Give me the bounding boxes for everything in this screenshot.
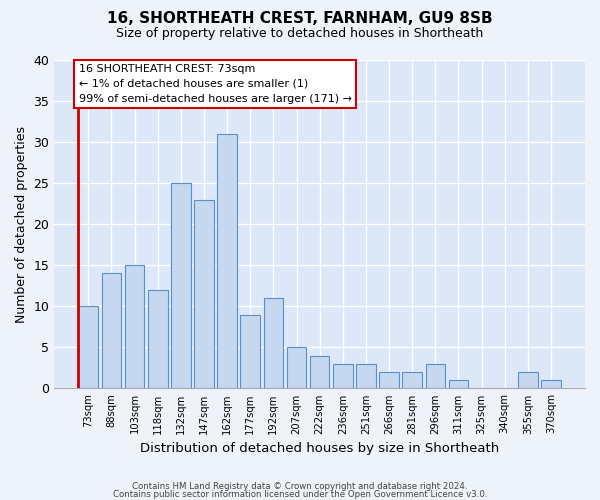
Bar <box>287 348 307 389</box>
Bar <box>310 356 329 388</box>
Bar <box>217 134 237 388</box>
Bar <box>241 314 260 388</box>
Bar <box>356 364 376 388</box>
Bar <box>541 380 561 388</box>
Bar <box>518 372 538 388</box>
Bar <box>79 306 98 388</box>
Bar <box>125 266 145 388</box>
Bar <box>148 290 167 388</box>
Bar <box>101 274 121 388</box>
Bar <box>425 364 445 388</box>
Text: Contains public sector information licensed under the Open Government Licence v3: Contains public sector information licen… <box>113 490 487 499</box>
Bar <box>449 380 469 388</box>
Text: 16, SHORTHEATH CREST, FARNHAM, GU9 8SB: 16, SHORTHEATH CREST, FARNHAM, GU9 8SB <box>107 11 493 26</box>
Bar <box>403 372 422 388</box>
Bar <box>263 298 283 388</box>
Bar <box>194 200 214 388</box>
Text: Contains HM Land Registry data © Crown copyright and database right 2024.: Contains HM Land Registry data © Crown c… <box>132 482 468 491</box>
Y-axis label: Number of detached properties: Number of detached properties <box>15 126 28 322</box>
Bar <box>379 372 399 388</box>
Bar <box>333 364 353 388</box>
Bar <box>171 183 191 388</box>
Text: Size of property relative to detached houses in Shortheath: Size of property relative to detached ho… <box>116 28 484 40</box>
Text: 16 SHORTHEATH CREST: 73sqm
← 1% of detached houses are smaller (1)
99% of semi-d: 16 SHORTHEATH CREST: 73sqm ← 1% of detac… <box>79 64 352 104</box>
X-axis label: Distribution of detached houses by size in Shortheath: Distribution of detached houses by size … <box>140 442 499 455</box>
